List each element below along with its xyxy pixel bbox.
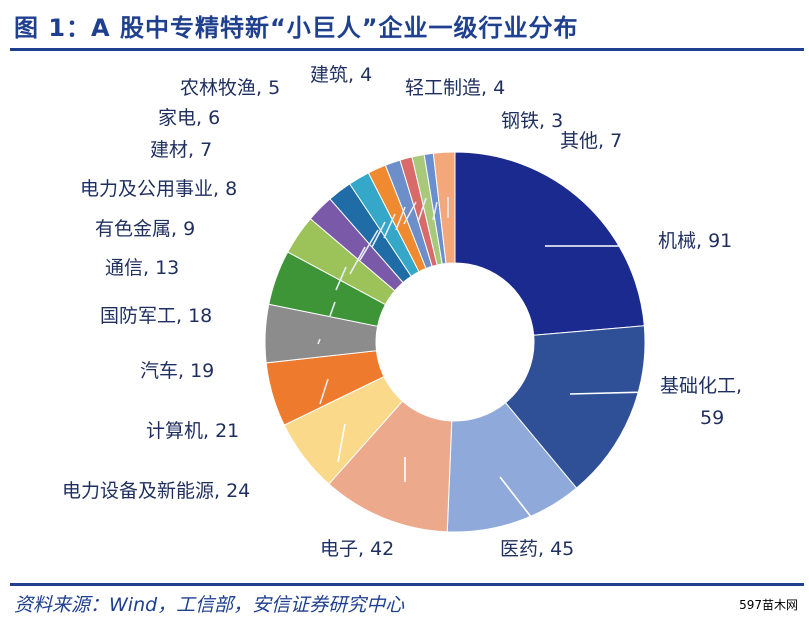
data-label-基础化工: 基础化工, 59 — [660, 375, 742, 429]
data-label-电子: 电子, 42 — [320, 538, 394, 560]
data-label-钢铁: 钢铁, 3 — [501, 110, 563, 132]
leader-line-农林牧渔 — [395, 206, 406, 231]
source-rule — [10, 583, 804, 586]
leader-line-医药 — [499, 476, 536, 523]
data-label-其他: 其他, 7 — [560, 130, 622, 152]
slice-医药 — [446, 402, 578, 533]
leader-line-国防军工 — [329, 301, 336, 317]
source-note: 资料来源：Wind，工信部，安信证券研究中心 — [14, 594, 405, 616]
leader-line-建筑 — [403, 201, 417, 225]
data-label-轻工制造: 轻工制造, 4 — [405, 77, 505, 99]
leader-line-轻工制造 — [417, 197, 427, 223]
leader-line-建材 — [371, 221, 386, 248]
data-label-通信: 通信, 13 — [105, 257, 179, 279]
slice-基础化工 — [504, 325, 646, 489]
leader-line-有色金属 — [349, 246, 366, 275]
data-label-机械: 机械, 91 — [658, 230, 732, 252]
data-label-电力设备及新能源: 电力设备及新能源, 24 — [62, 480, 250, 502]
leader-line-家电 — [383, 213, 396, 239]
chart-title: 图 1：A 股中专精特新“小巨人”企业一级行业分布 — [14, 14, 579, 42]
data-label-电力及公用事业: 电力及公用事业, 8 — [80, 178, 237, 200]
leader-line-通信 — [335, 266, 347, 291]
leader-line-钢铁 — [432, 201, 438, 221]
title-rule — [10, 48, 804, 51]
data-label-计算机: 计算机, 21 — [146, 420, 239, 442]
leader-line-计算机 — [319, 378, 329, 405]
data-label-建材: 建材, 7 — [150, 139, 212, 161]
data-label-汽车: 汽车, 19 — [140, 360, 214, 382]
leader-line-基础化工 — [569, 391, 651, 395]
slice-其他 — [432, 151, 456, 265]
slice-机械 — [454, 151, 645, 336]
data-label-有色金属: 有色金属, 9 — [95, 218, 195, 240]
watermark: 597苗木网 — [736, 595, 801, 614]
data-label-国防军工: 国防军工, 18 — [100, 305, 212, 327]
leader-line-电力及公用事业 — [359, 229, 379, 261]
leader-line-汽车 — [317, 338, 321, 345]
data-label-家电: 家电, 6 — [158, 107, 220, 129]
data-label-建筑: 建筑, 4 — [310, 64, 372, 86]
leader-line-电力设备及新能源 — [337, 423, 346, 463]
data-label-农林牧渔: 农林牧渔, 5 — [180, 77, 280, 99]
donut-chart: 机械, 91 基础化工, 59 医药, 45 电子, 42 电力设备及新能源, 24 计算机… — [62, 64, 742, 560]
data-label-医药: 医药, 45 — [500, 538, 574, 560]
